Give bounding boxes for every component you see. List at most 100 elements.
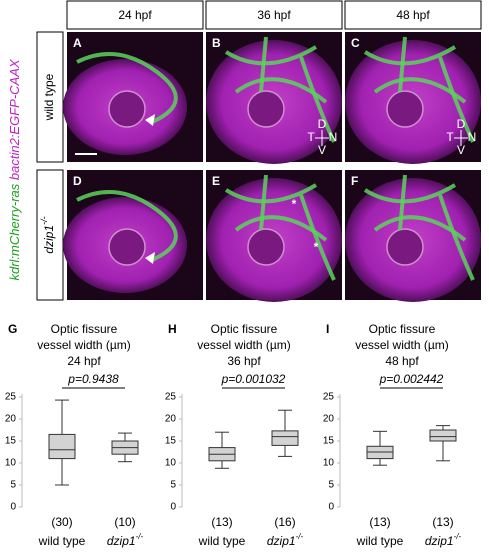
- vessel: [398, 174, 407, 231]
- lens: [247, 228, 285, 266]
- vessel: [259, 174, 268, 231]
- category: wild type: [356, 534, 404, 548]
- panel-letter: E: [212, 174, 220, 188]
- n-label: (13): [369, 515, 390, 529]
- y-tick-label: 15: [165, 436, 177, 447]
- column-header: 24 hpf: [118, 8, 152, 22]
- orientation: D: [318, 117, 327, 131]
- vessel: [299, 56, 336, 143]
- x-tick-label: dzip1-/-: [425, 532, 462, 548]
- micrograph: E * *: [206, 170, 342, 302]
- orientation: N: [468, 130, 477, 144]
- micrograph: D: [63, 170, 203, 300]
- y-tick-label: 0: [10, 502, 16, 513]
- chart-title: 48 hpf: [385, 354, 419, 368]
- y-tick-label: 10: [5, 458, 17, 469]
- orientation: T: [307, 130, 315, 144]
- pvalue: p=0.002442: [379, 372, 444, 386]
- box: [48, 433, 76, 460]
- x-tick-label: dzip1-/-: [267, 532, 304, 548]
- vessel: [224, 183, 318, 204]
- row-text: dzip1: [42, 225, 56, 254]
- arrowhead: [145, 252, 155, 264]
- y-tick-label: 0: [170, 502, 176, 513]
- reporter: kdrl:mCherry-ras: [7, 183, 22, 280]
- column-header: 36 hpf: [257, 8, 291, 22]
- chart-title: vessel width (µm): [37, 338, 131, 352]
- chart-title: Optic fissure: [51, 322, 118, 336]
- panel-letter: C: [351, 36, 360, 50]
- y-tick-label: 10: [165, 458, 177, 469]
- y-tick-label: 25: [165, 392, 177, 403]
- column-header: 48 hpf: [396, 8, 430, 22]
- chart-letter: H: [168, 322, 177, 336]
- superscript: -/-: [136, 532, 144, 541]
- panel-letter: B: [212, 36, 221, 50]
- vessel: [398, 36, 407, 93]
- asterisk: *: [292, 197, 297, 211]
- reporter-labels: kdrl:mCherry-ras bactin2:EGFP-CAAX: [7, 58, 22, 280]
- n-label: (13): [211, 515, 232, 529]
- vessel: [76, 52, 178, 124]
- n-label: (16): [274, 515, 295, 529]
- asterisk: *: [314, 240, 319, 254]
- chart-letter: G: [8, 322, 17, 336]
- y-tick-label: 15: [5, 436, 17, 447]
- category: dzip1: [267, 534, 296, 548]
- micrograph: F: [345, 170, 481, 302]
- category: dzip1: [425, 534, 454, 548]
- vessel: [438, 56, 475, 143]
- row-label: dzip1-/-: [39, 216, 56, 253]
- chart-title: 36 hpf: [227, 354, 261, 368]
- vessel: [76, 190, 178, 262]
- y-tick-label: 5: [170, 480, 176, 491]
- y-tick-label: 15: [323, 436, 335, 447]
- header-box: [66, 0, 204, 30]
- x-tick-label: wild type: [198, 534, 246, 548]
- category: wild type: [38, 534, 86, 548]
- y-tick-label: 5: [10, 480, 16, 491]
- box: [271, 430, 299, 446]
- chart-title: Optic fissure: [211, 322, 278, 336]
- pvalue: p=0.001032: [221, 372, 286, 386]
- chart-title: vessel width (µm): [355, 338, 449, 352]
- panel-letter: A: [73, 36, 82, 50]
- orientation: T: [446, 130, 454, 144]
- orientation: V: [457, 143, 465, 157]
- lens: [108, 90, 146, 128]
- lens: [247, 90, 285, 128]
- category: dzip1: [107, 534, 136, 548]
- micrograph: B DVT N: [206, 32, 342, 164]
- micrograph: A: [63, 32, 203, 162]
- row-text: wild type: [42, 73, 56, 121]
- y-tick-label: 25: [5, 392, 17, 403]
- y-tick-label: 20: [165, 414, 177, 425]
- micrograph: C DVT N: [345, 32, 481, 164]
- x-tick-label: wild type: [38, 534, 86, 548]
- row-box: [36, 31, 64, 163]
- vessel: [224, 45, 318, 66]
- x-tick-label: wild type: [356, 534, 404, 548]
- box: [429, 429, 457, 442]
- y-tick-label: 25: [323, 392, 335, 403]
- y-tick-label: 20: [5, 414, 17, 425]
- lens: [386, 90, 424, 128]
- vessel: [299, 194, 336, 281]
- superscript: -/-: [39, 216, 49, 225]
- compass: [454, 130, 468, 146]
- orientation: V: [318, 143, 326, 157]
- n-label: (13): [432, 515, 453, 529]
- row-label: wild type: [42, 73, 56, 121]
- arrowhead: [145, 114, 155, 126]
- orientation: D: [457, 117, 466, 131]
- chart-letter: I: [326, 322, 329, 336]
- orientation: N: [329, 130, 338, 144]
- category: wild type: [198, 534, 246, 548]
- y-tick-label: 10: [323, 458, 335, 469]
- y-tick-label: 5: [328, 480, 334, 491]
- x-tick-label: dzip1-/-: [107, 532, 144, 548]
- row-box: [36, 169, 64, 301]
- n-label: (10): [114, 515, 135, 529]
- y-tick-label: 0: [328, 502, 334, 513]
